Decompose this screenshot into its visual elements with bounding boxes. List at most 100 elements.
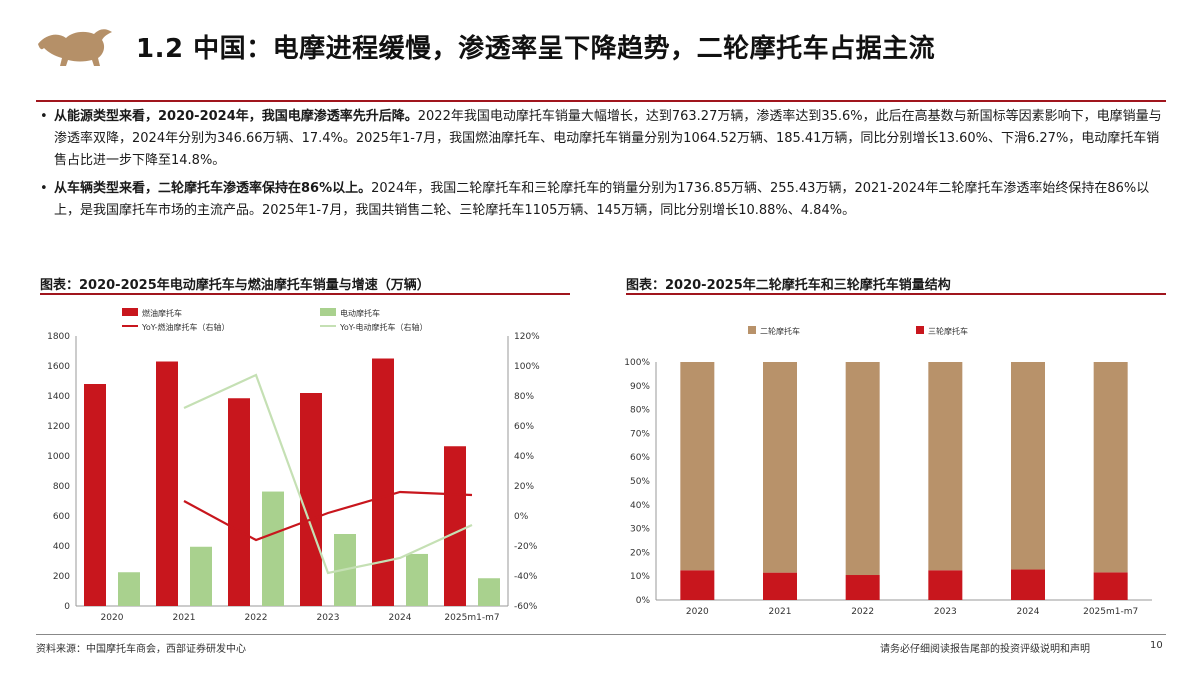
- chart-wheel-structure: 0% 10% 20% 30% 40% 50% 60% 70% 80% 90% 100% 2020 202…: [624, 326, 1152, 617]
- left-tick-label: 400: [53, 542, 70, 552]
- bar-three-wheel-2022: [845, 575, 880, 600]
- x-tick-label: 2022: [245, 613, 268, 623]
- chart2-title-rule: [626, 293, 1166, 295]
- bar-electric-2020: [118, 572, 140, 606]
- bar-fuel-2022: [228, 398, 250, 606]
- right-tick-label: -20%: [514, 542, 538, 552]
- left-tick-label: 1200: [47, 422, 70, 432]
- bar-two-wheel-2020: [680, 362, 715, 571]
- left-tick-label: 1800: [47, 332, 70, 342]
- y-tick-label: 30%: [630, 525, 650, 535]
- bar-two-wheel-2022: [845, 362, 880, 576]
- legend-three-wheel-swatch: [916, 326, 924, 334]
- chart1-title-rule: [40, 293, 570, 295]
- page-number: 10: [1150, 640, 1163, 651]
- right-tick-label: -40%: [514, 572, 538, 582]
- page-title: 1.2 中国：电摩进程缓慢，渗透率呈下降趋势，二轮摩托车占据主流: [136, 34, 936, 64]
- right-tick-label: 60%: [514, 422, 534, 432]
- chart2-title: 图表：2020-2025年二轮摩托车和三轮摩托车销量结构: [626, 278, 951, 293]
- bullet-dot: •: [40, 109, 48, 124]
- bar-three-wheel-2025m1-m7: [1093, 572, 1128, 600]
- y-tick-label: 90%: [630, 382, 650, 392]
- bar-two-wheel-2021: [763, 362, 797, 573]
- summary-bullets: • 从能源类型来看，2020-2024年，我国电摩渗透率先升后降。2022年我国电…: [40, 106, 1165, 228]
- x-tick-label: 2024: [1017, 607, 1040, 617]
- bullet-dot: •: [40, 181, 48, 196]
- left-tick-label: 1400: [47, 392, 70, 402]
- footer-divider: [36, 634, 1166, 635]
- x-tick-label: 2022: [851, 607, 874, 617]
- right-tick-label: 120%: [514, 332, 540, 342]
- y-tick-label: 100%: [624, 358, 650, 368]
- bullet-energy-type: • 从能源类型来看，2020-2024年，我国电摩渗透率先升后降。2022年我国电…: [40, 106, 1165, 172]
- bullet-text: 2024年，我国二轮摩托车和三轮摩托车的销量分别为1736.85万辆、255.4…: [54, 181, 1150, 218]
- y-tick-label: 80%: [630, 406, 650, 416]
- right-tick-label: 40%: [514, 452, 534, 462]
- bull-logo-icon: [38, 29, 112, 66]
- legend-fuel-label: 燃油摩托车: [142, 308, 182, 318]
- right-tick-label: 80%: [514, 392, 534, 402]
- bar-electric-2021: [190, 546, 212, 606]
- y-tick-label: 0%: [636, 596, 651, 606]
- x-tick-label: 2021: [173, 613, 196, 623]
- bullet-heading: 从车辆类型来看，二轮摩托车渗透率保持在86%以上。: [54, 181, 372, 196]
- legend-electric-swatch: [320, 308, 336, 316]
- source-note: 资料来源：中国摩托车商会，西部证券研发中心: [36, 644, 246, 655]
- legend-yoy-fuel-label: YoY-燃油摩托车（右轴）: [141, 322, 230, 332]
- legend-two-wheel-swatch: [748, 326, 756, 334]
- chart-sales-and-growth: 0 200 400 600 800 1000 1200 1400 1600 1800 -60% -40…: [47, 308, 540, 623]
- left-tick-label: 600: [53, 512, 70, 522]
- right-tick-label: 100%: [514, 362, 540, 372]
- x-tick-label: 2023: [934, 607, 957, 617]
- x-tick-label: 2025m1-m7: [444, 613, 499, 623]
- bar-fuel-2023: [300, 393, 322, 606]
- bullet-heading: 从能源类型来看，2020-2024年，我国电摩渗透率先升后降。: [54, 109, 418, 124]
- line-yoy-electric: [183, 373, 473, 575]
- bar-fuel-2024: [372, 358, 394, 606]
- x-tick-label: 2025m1-m7: [1083, 607, 1138, 617]
- x-tick-label: 2023: [317, 613, 340, 623]
- bullet-vehicle-type: • 从车辆类型来看，二轮摩托车渗透率保持在86%以上。2024年，我国二轮摩托车和…: [40, 178, 1165, 222]
- bar-two-wheel-2023: [928, 362, 963, 571]
- right-tick-label: 0%: [514, 512, 529, 522]
- bar-fuel-2020: [84, 384, 106, 606]
- left-tick-label: 800: [53, 482, 70, 492]
- bar-fuel-2021: [156, 361, 178, 606]
- x-tick-label: 2020: [101, 613, 124, 623]
- x-tick-label: 2020: [686, 607, 709, 617]
- y-tick-label: 10%: [630, 572, 650, 582]
- line-yoy-fuel: [183, 490, 473, 542]
- y-tick-label: 70%: [630, 429, 650, 439]
- title-divider: [36, 100, 1166, 102]
- right-tick-label: 20%: [514, 482, 534, 492]
- bar-fuel-2025m1-m7: [444, 446, 466, 606]
- bar-electric-2024: [406, 553, 428, 606]
- bar-three-wheel-2023: [928, 570, 963, 600]
- left-tick-label: 1600: [47, 362, 70, 372]
- bar-two-wheel-2025m1-m7: [1093, 362, 1128, 573]
- disclaimer: 请务必仔细阅读报告尾部的投资评级说明和声明: [880, 644, 1090, 655]
- bar-electric-2025m1-m7: [478, 578, 500, 606]
- chart1-title: 图表：2020-2025年电动摩托车与燃油摩托车销量与增速（万辆）: [40, 278, 430, 293]
- legend-three-wheel-label: 三轮摩托车: [928, 326, 968, 336]
- legend-two-wheel-label: 二轮摩托车: [760, 326, 800, 336]
- bullet-text: 2022年我国电动摩托车销量大幅增长，达到763.27万辆，渗透率达到35.6%…: [54, 109, 1162, 168]
- legend-fuel-swatch: [122, 308, 138, 316]
- y-tick-label: 50%: [630, 477, 650, 487]
- bar-two-wheel-2024: [1011, 362, 1045, 570]
- y-tick-label: 20%: [630, 548, 650, 558]
- bar-three-wheel-2024: [1011, 569, 1045, 600]
- bar-three-wheel-2021: [763, 572, 797, 600]
- left-tick-label: 1000: [47, 452, 70, 462]
- y-tick-label: 60%: [630, 453, 650, 463]
- left-tick-label: 200: [53, 572, 70, 582]
- left-tick-label: 0: [64, 602, 70, 612]
- x-tick-label: 2021: [769, 607, 792, 617]
- legend-yoy-electric-label: YoY-电动摩托车（右轴）: [339, 322, 428, 332]
- y-tick-label: 40%: [630, 501, 650, 511]
- right-tick-label: -60%: [514, 602, 538, 612]
- legend-electric-label: 电动摩托车: [340, 308, 380, 318]
- bar-electric-2022: [262, 491, 284, 606]
- bar-three-wheel-2020: [680, 570, 715, 600]
- x-tick-label: 2024: [389, 613, 412, 623]
